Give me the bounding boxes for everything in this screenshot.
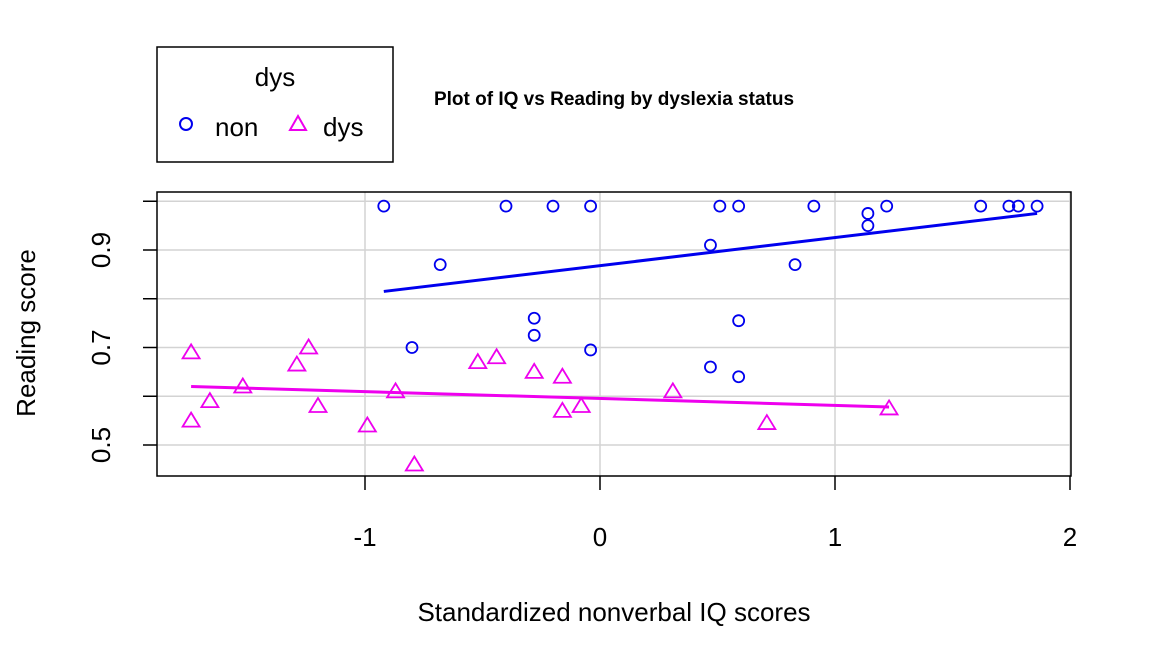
point-non: [584, 199, 597, 213]
point-dys: [524, 362, 545, 379]
point-dys: [878, 398, 900, 416]
point-dys: [385, 381, 406, 399]
point-non: [704, 360, 717, 374]
point-non: [704, 238, 717, 252]
point-non: [527, 328, 541, 342]
x-tick-label: -1: [353, 522, 376, 552]
point-dys: [232, 376, 253, 394]
point-dys: [404, 454, 425, 472]
point-non: [880, 199, 894, 213]
point-non: [584, 343, 597, 357]
point-dys: [181, 342, 202, 360]
legend-box: [156, 46, 394, 163]
point-non: [1002, 199, 1016, 213]
legend: dys non dys: [156, 46, 394, 163]
point-dys: [286, 354, 307, 372]
legend-label-non: non: [215, 112, 258, 142]
point-non: [861, 207, 875, 220]
point-non: [527, 311, 541, 325]
point-non: [377, 199, 391, 213]
point-dys: [357, 415, 378, 433]
legend-marker-non: [179, 117, 193, 131]
point-dys: [199, 391, 220, 409]
point-dys: [486, 347, 507, 365]
point-non: [1030, 199, 1044, 213]
legend-marker-dys: [288, 113, 308, 131]
legend-title: dys: [255, 62, 295, 92]
point-non: [732, 314, 746, 328]
x-axis: -1 0 1 2: [353, 476, 1077, 552]
point-non: [788, 258, 802, 272]
y-axis-label: Reading score: [11, 249, 41, 417]
point-non: [732, 370, 746, 384]
x-tick-label: 0: [593, 522, 607, 552]
point-non: [713, 199, 727, 213]
x-tick-label: 2: [1063, 522, 1077, 552]
point-non: [546, 199, 560, 213]
point-non: [974, 199, 988, 213]
y-tick-label: 0.7: [86, 329, 116, 365]
x-tick-label: 1: [828, 522, 842, 552]
point-dys: [467, 352, 488, 370]
point-dys: [571, 396, 592, 413]
point-non: [433, 258, 447, 272]
x-axis-label: Standardized nonverbal IQ scores: [417, 597, 810, 627]
point-dys: [307, 396, 329, 413]
point-non: [807, 199, 821, 213]
regression-lines: [191, 211, 1038, 409]
point-dys: [756, 413, 777, 430]
point-dys: [552, 401, 573, 418]
point-non: [499, 199, 513, 213]
point-non: [861, 219, 875, 233]
y-tick-label: 0.5: [86, 427, 116, 463]
point-dys: [181, 410, 202, 428]
fit-line-dys: [191, 385, 890, 409]
plot-frame: [156, 191, 1072, 477]
data-points: [181, 199, 1044, 472]
legend-label-dys: dys: [323, 112, 363, 142]
point-dys: [662, 381, 683, 399]
fit-line-non: [383, 211, 1038, 293]
point-dys: [298, 337, 319, 355]
chart-title: Plot of IQ vs Reading by dyslexia status: [434, 89, 794, 110]
point-non: [405, 341, 419, 354]
point-dys: [552, 367, 573, 384]
grid-lines: [157, 192, 1071, 476]
y-tick-label: 0.9: [86, 232, 116, 268]
point-non: [732, 199, 746, 213]
y-axis: 0.5 0.7 0.9: [86, 200, 157, 463]
point-non: [1011, 199, 1025, 213]
